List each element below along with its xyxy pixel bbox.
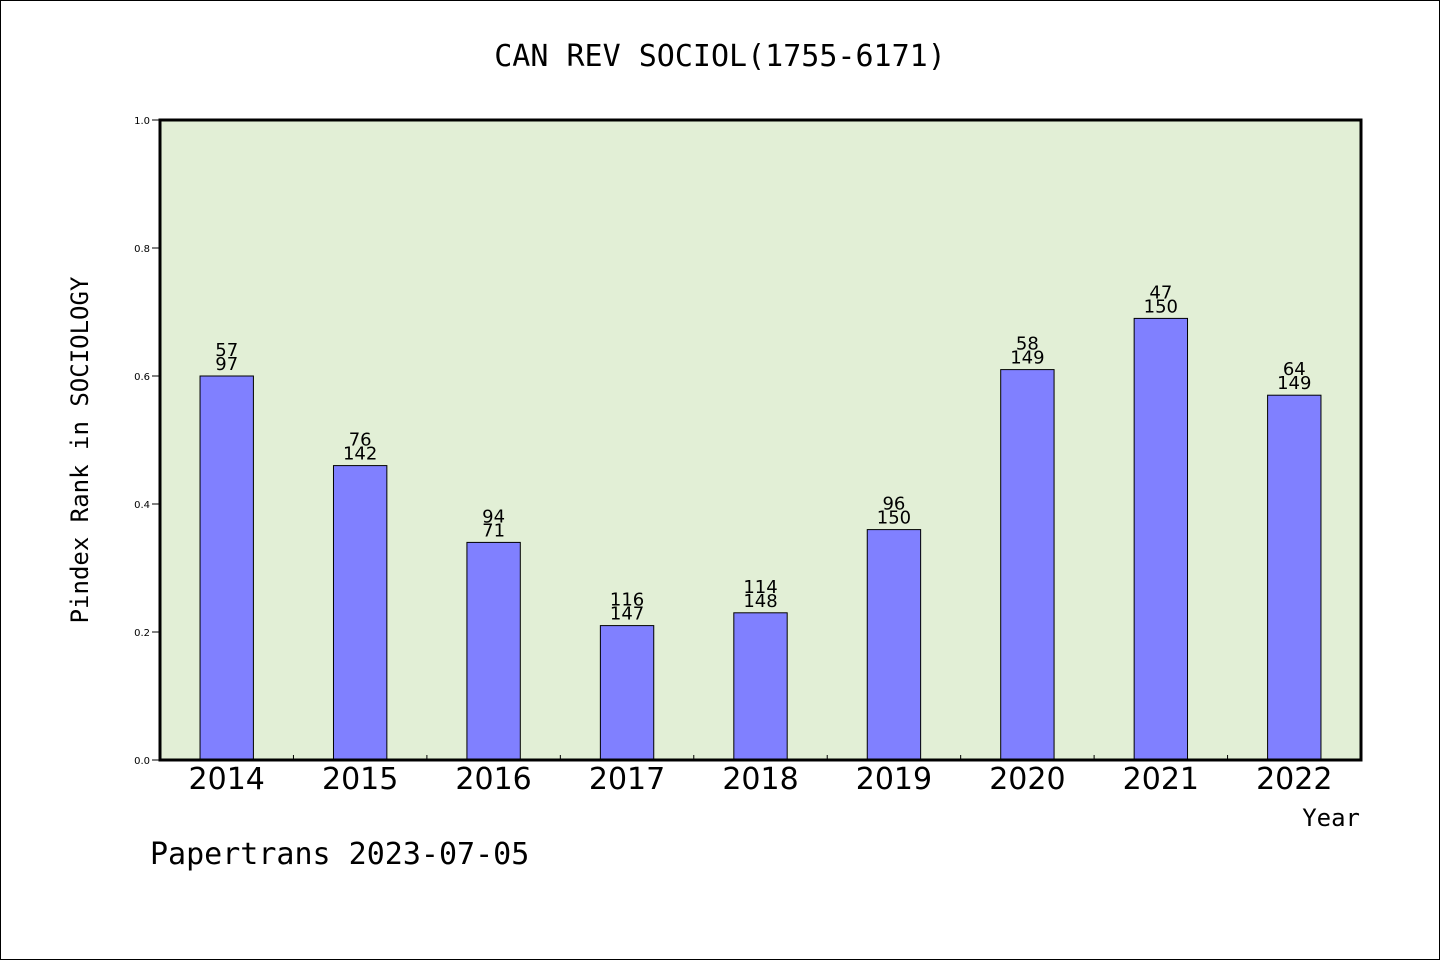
y-tick-label: 0.8 — [134, 244, 150, 255]
y-axis-label: Pindex Rank in SOCIOLOGY — [66, 276, 94, 623]
total-label-2014: 97 — [215, 354, 238, 375]
bars-group — [199, 317, 1322, 761]
x-tick-label-2022: 2022 — [1256, 762, 1332, 797]
rank-label-2021: 47 — [1149, 282, 1172, 303]
x-tick-label-2015: 2015 — [322, 762, 398, 797]
bar-2018 — [733, 612, 788, 761]
bar-2019 — [866, 529, 922, 761]
bar-2014 — [199, 375, 254, 761]
total-label-2017: 147 — [610, 604, 644, 625]
bar-2021 — [1133, 317, 1189, 761]
total-label-2019: 150 — [877, 508, 911, 529]
bar-2017 — [599, 625, 655, 761]
rank-label-2014: 57 — [215, 340, 238, 361]
plot-border — [158, 118, 1363, 762]
rank-label-2022: 64 — [1283, 359, 1306, 380]
total-label-2015: 142 — [343, 444, 377, 465]
x-tick-label-2014: 2014 — [189, 762, 265, 797]
data-labels: 5797761429471116147114148961505814947150… — [215, 282, 1311, 624]
y-tick-label: 0.2 — [134, 628, 150, 639]
total-label-2020: 149 — [1010, 348, 1044, 369]
y-axis-ticks: 0.0 0.2 0.4 0.6 0.8 1.0 — [134, 116, 160, 767]
y-tick-label: 0.4 — [134, 500, 150, 511]
x-tick-label-2019: 2019 — [856, 762, 932, 797]
rank-label-2018: 114 — [743, 577, 777, 598]
y-tick-label: 0.6 — [134, 372, 150, 383]
total-label-2022: 149 — [1277, 373, 1311, 394]
bar-2020 — [1000, 369, 1055, 761]
x-tick-label-2018: 2018 — [722, 762, 798, 797]
bar-2022 — [1267, 394, 1322, 761]
rank-label-2016: 94 — [482, 506, 505, 527]
rank-label-2015: 76 — [349, 430, 372, 451]
x-tick-label-2020: 2020 — [989, 762, 1065, 797]
total-label-2016: 71 — [482, 520, 505, 541]
rank-label-2017: 116 — [610, 590, 644, 611]
chart-title: CAN REV SOCIOL(1755-6171) — [494, 39, 946, 74]
x-tick-label-2017: 2017 — [589, 762, 665, 797]
total-label-2018: 148 — [743, 591, 777, 612]
x-tick-label-2016: 2016 — [455, 762, 531, 797]
footer-text: Papertrans 2023-07-05 — [150, 837, 529, 872]
total-label-2021: 150 — [1144, 296, 1178, 317]
x-axis-label: Year — [1302, 804, 1360, 832]
x-tick-label-2021: 2021 — [1123, 762, 1199, 797]
bar-2015 — [332, 465, 388, 761]
rank-label-2019: 96 — [882, 494, 905, 515]
x-axis-ticks: 2014 2015 2016 2017 2018 2019 2020 2021 2022 — [189, 755, 1332, 797]
bar-2016 — [466, 541, 521, 761]
rank-label-2020: 58 — [1016, 334, 1039, 355]
y-tick-label: 1.0 — [134, 116, 150, 127]
y-tick-label: 0.0 — [134, 756, 150, 767]
